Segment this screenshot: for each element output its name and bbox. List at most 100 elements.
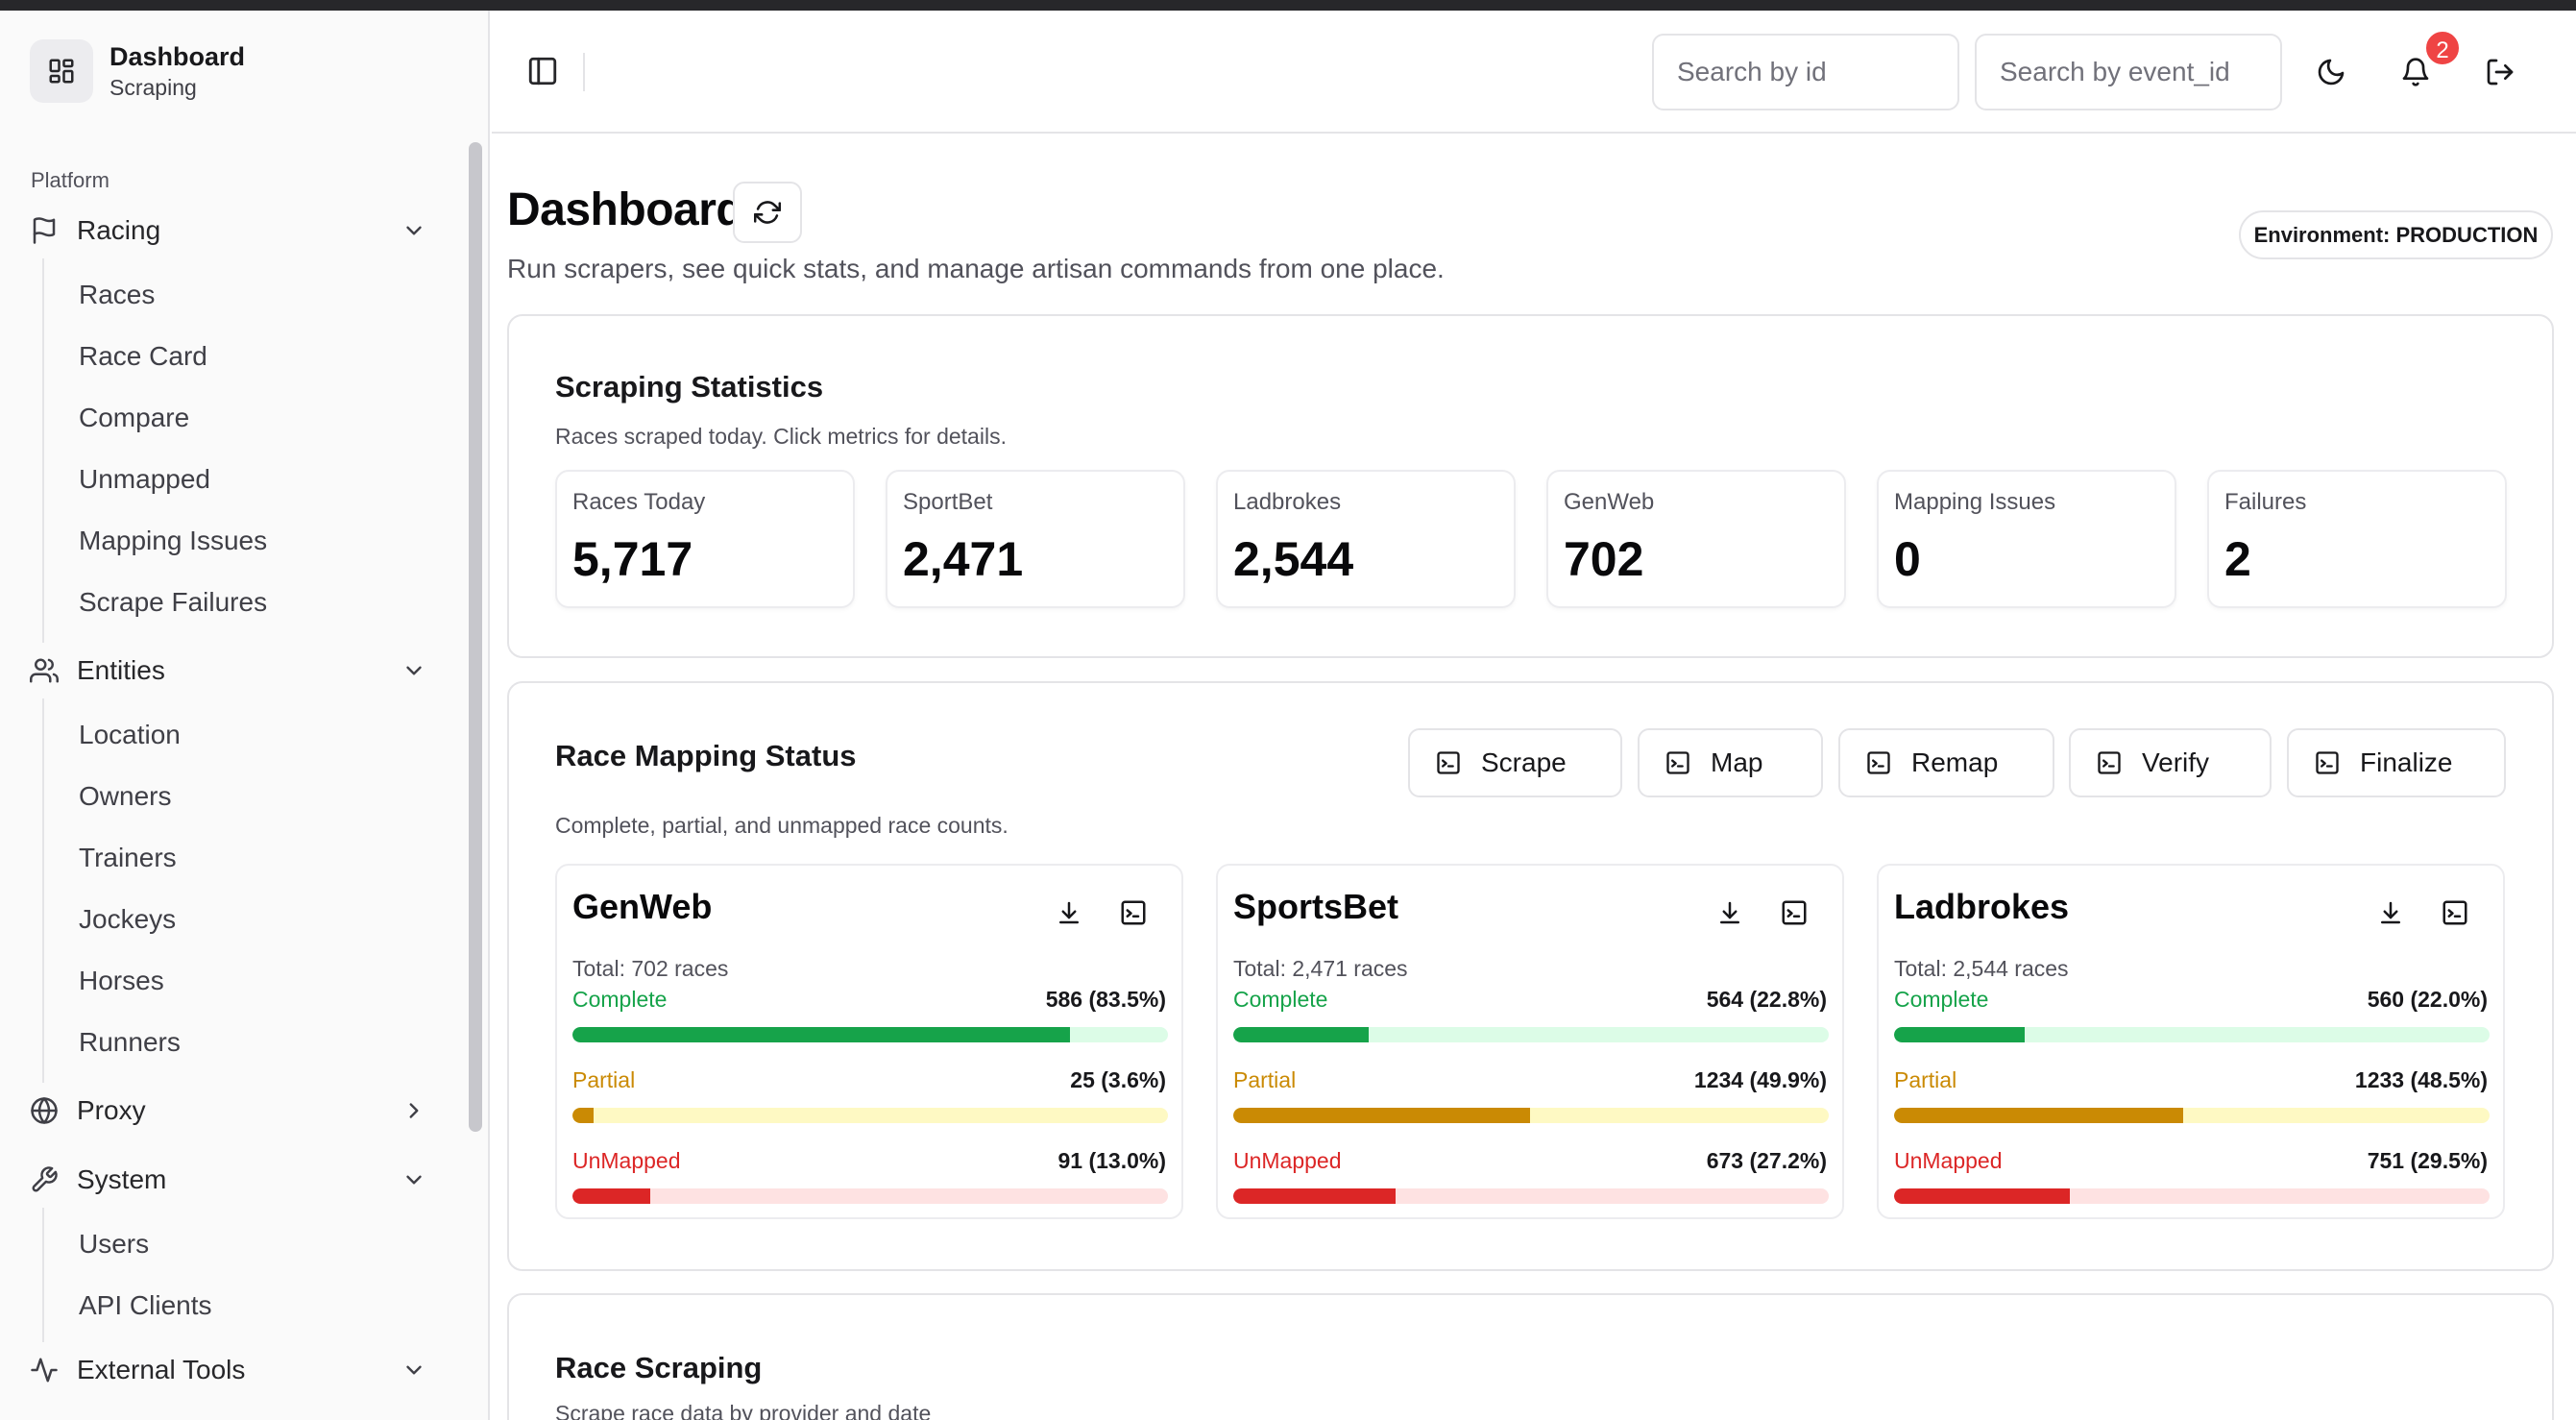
terminal-square-icon — [2316, 751, 2339, 774]
stat-value: 2,544 — [1233, 532, 1354, 586]
unmapped-label: UnMapped — [572, 1148, 681, 1173]
stat-value: 0 — [1894, 532, 1921, 586]
partial-progress-fill — [572, 1108, 595, 1123]
card-title: Race Scraping — [555, 1351, 763, 1384]
sidebar-group-entities[interactable]: Entities — [0, 643, 461, 697]
sidebar: Dashboard Scraping Platform Racing Races… — [0, 11, 490, 1420]
sidebar-item-users[interactable]: Users — [79, 1229, 150, 1259]
partial-progress-bar — [1894, 1108, 2490, 1123]
panel-left-icon — [528, 57, 557, 86]
button-label: Remap — [1911, 747, 1999, 777]
complete-label: Complete — [1233, 987, 1328, 1012]
sidebar-item-location[interactable]: Location — [79, 720, 181, 749]
stat-races-today[interactable]: Races Today 5,717 — [555, 470, 855, 608]
partial-value: 25 (3.6%) — [1070, 1067, 1166, 1092]
remap-button[interactable]: Remap — [1838, 728, 2054, 797]
complete-progress-bar — [1894, 1027, 2490, 1042]
partial-progress-bar — [1233, 1108, 1829, 1123]
notifications-button[interactable] — [2396, 53, 2435, 91]
provider-total: Total: 2,471 races — [1233, 956, 1408, 981]
partial-progress-bar — [572, 1108, 1168, 1123]
sidebar-group-system[interactable]: System — [0, 1152, 461, 1206]
complete-progress-bar — [572, 1027, 1168, 1042]
unmapped-progress-fill — [1233, 1188, 1396, 1204]
scrape-button[interactable]: Scrape — [1408, 728, 1622, 797]
stat-sportbet[interactable]: SportBet 2,471 — [886, 470, 1185, 608]
complete-value: 560 (22.0%) — [2367, 987, 2488, 1012]
sidebar-item-compare[interactable]: Compare — [79, 403, 190, 432]
provider-card-genweb: GenWeb Total: 702 races Complete 586 (83.5%… — [555, 864, 1183, 1219]
logout-button[interactable] — [2481, 53, 2519, 91]
partial-label: Partial — [1233, 1067, 1297, 1092]
partial-label: Partial — [1894, 1067, 1957, 1092]
dashboard-grid-icon — [30, 39, 93, 103]
sidebar-item-owners[interactable]: Owners — [79, 781, 172, 811]
theme-toggle-button[interactable] — [2312, 53, 2350, 91]
sidebar-group-external-tools[interactable]: External Tools — [0, 1342, 461, 1396]
sidebar-item-race-card[interactable]: Race Card — [79, 341, 207, 371]
complete-label: Complete — [572, 987, 668, 1012]
stat-failures[interactable]: Failures 2 — [2207, 470, 2507, 608]
sidebar-subtree-line — [42, 1208, 44, 1342]
sidebar-group-label: Racing — [77, 215, 161, 245]
map-button[interactable]: Map — [1638, 728, 1823, 797]
complete-progress-bar — [1233, 1027, 1829, 1042]
sidebar-item-jockeys[interactable]: Jockeys — [79, 904, 177, 934]
sidebar-scrollbar[interactable] — [469, 142, 482, 1132]
stat-ladbrokes[interactable]: Ladbrokes 2,544 — [1216, 470, 1516, 608]
stat-genweb[interactable]: GenWeb 702 — [1546, 470, 1846, 608]
unmapped-label: UnMapped — [1894, 1148, 2003, 1173]
race-scraping-card: Race Scraping Scrape race data by provid… — [507, 1293, 2554, 1420]
download-icon[interactable] — [1055, 898, 1083, 927]
download-icon[interactable] — [2376, 898, 2405, 927]
environment-badge: Environment: PRODUCTION — [2239, 210, 2553, 259]
top-header: 2 — [492, 11, 2576, 134]
bell-icon — [2402, 58, 2429, 86]
finalize-button[interactable]: Finalize — [2287, 728, 2506, 797]
header-divider — [583, 53, 585, 91]
sidebar-item-scrape-failures[interactable]: Scrape Failures — [79, 587, 268, 617]
terminal-icon[interactable] — [1780, 898, 1809, 927]
refresh-button[interactable] — [733, 182, 802, 243]
sidebar-item-api-clients[interactable]: API Clients — [79, 1290, 212, 1320]
refresh-icon — [754, 201, 781, 224]
sidebar-subtree-line — [42, 258, 44, 643]
sidebar-item-runners[interactable]: Runners — [79, 1027, 181, 1057]
complete-progress-fill — [1894, 1027, 2026, 1042]
verify-button[interactable]: Verify — [2069, 728, 2272, 797]
card-description: Complete, partial, and unmapped race cou… — [555, 813, 1009, 838]
brand[interactable]: Dashboard Scraping — [30, 39, 245, 103]
sidebar-item-unmapped[interactable]: Unmapped — [79, 464, 210, 494]
sidebar-group-racing[interactable]: Racing — [0, 203, 461, 257]
stat-mapping-issues[interactable]: Mapping Issues 0 — [1877, 470, 2176, 608]
download-icon[interactable] — [1715, 898, 1744, 927]
terminal-icon[interactable] — [2441, 898, 2469, 927]
card-title: Race Mapping Status — [555, 739, 857, 772]
sidebar-item-horses[interactable]: Horses — [79, 966, 164, 995]
terminal-icon[interactable] — [1119, 898, 1148, 927]
stat-label: Mapping Issues — [1894, 489, 2056, 515]
search-by-event-id-input[interactable] — [1975, 34, 2282, 110]
partial-value: 1233 (48.5%) — [2354, 1067, 2488, 1092]
unmapped-progress-bar — [1894, 1188, 2490, 1204]
terminal-square-icon — [1437, 751, 1460, 774]
moon-icon — [2318, 59, 2345, 86]
sidebar-item-races[interactable]: Races — [79, 280, 156, 309]
sidebar-subtree-line — [42, 698, 44, 1083]
provider-name: Ladbrokes — [1894, 887, 2070, 926]
stat-value: 2,471 — [903, 532, 1024, 586]
brand-subtitle: Scraping — [109, 75, 197, 100]
window-top-strip — [0, 0, 2576, 11]
chevron-down-icon — [406, 1175, 422, 1185]
terminal-square-icon — [1666, 751, 1689, 774]
stat-label: Races Today — [572, 489, 706, 515]
search-by-id-input[interactable] — [1652, 34, 1959, 110]
sidebar-group-proxy[interactable]: Proxy — [0, 1083, 461, 1137]
stat-value: 702 — [1564, 532, 1644, 586]
sidebar-item-mapping-issues[interactable]: Mapping Issues — [79, 526, 268, 555]
scraping-statistics-card: Scraping Statistics Races scraped today.… — [507, 314, 2554, 658]
sidebar-item-trainers[interactable]: Trainers — [79, 843, 177, 872]
section-label-platform: Platform — [31, 168, 109, 192]
unmapped-value: 673 (27.2%) — [1706, 1148, 1827, 1173]
sidebar-toggle-button[interactable] — [526, 55, 559, 87]
